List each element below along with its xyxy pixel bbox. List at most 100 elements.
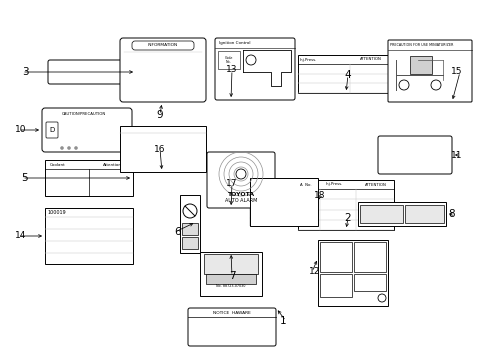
Text: No. 88723-07030: No. 88723-07030 [216, 284, 245, 288]
Bar [62, 129, 102, 134]
Bar [203, 254, 258, 274]
Bar [284, 201, 295, 210]
Bar [261, 218, 272, 226]
Bar [306, 218, 317, 226]
Text: 17: 17 [226, 179, 237, 188]
Text: 100019: 100019 [47, 210, 65, 215]
Bar [45, 160, 133, 196]
Bar [48, 243, 83, 249]
Bar [45, 208, 133, 217]
Bar [306, 185, 317, 193]
Bar [249, 210, 261, 218]
Text: Coolant: Coolant [50, 162, 65, 166]
Bar [126, 56, 187, 61]
Bar [284, 193, 295, 201]
Bar [295, 193, 306, 201]
Bar [182, 237, 198, 249]
Circle shape [74, 146, 78, 150]
Bar [200, 252, 262, 296]
Text: Inj.Press.: Inj.Press. [299, 58, 317, 62]
Text: 18: 18 [314, 192, 325, 201]
Bar [51, 63, 133, 81]
Circle shape [67, 146, 71, 150]
Bar [284, 218, 295, 226]
Bar [409, 56, 431, 74]
Text: Attention: Attention [103, 162, 122, 166]
Bar [295, 218, 306, 226]
Bar [180, 195, 200, 253]
Bar [134, 80, 172, 85]
Bar [62, 120, 114, 125]
Bar [249, 218, 261, 226]
Text: 2: 2 [344, 213, 350, 223]
Bar [249, 193, 261, 201]
Bar [297, 189, 393, 199]
FancyBboxPatch shape [42, 108, 132, 152]
Bar [404, 205, 443, 223]
Bar [284, 185, 295, 193]
Bar [319, 242, 351, 272]
Bar [249, 185, 261, 193]
Bar [297, 55, 393, 93]
Text: Code
No.: Code No. [224, 56, 233, 64]
Bar [48, 231, 98, 237]
Text: ATTENTION: ATTENTION [359, 58, 381, 62]
Bar [126, 64, 176, 69]
Bar [306, 193, 317, 201]
Text: 1: 1 [279, 316, 286, 326]
Bar [295, 201, 306, 210]
Bar [306, 210, 317, 218]
Text: Ignition Control: Ignition Control [219, 41, 250, 45]
Bar [359, 205, 402, 223]
Bar [297, 180, 393, 230]
Text: 11: 11 [450, 150, 462, 159]
Bar [123, 159, 203, 167]
Text: NOTICE  HAWARE: NOTICE HAWARE [213, 310, 250, 315]
FancyBboxPatch shape [132, 41, 194, 50]
Text: CAUTION/PRECAUTION: CAUTION/PRECAUTION [62, 112, 106, 116]
Bar [134, 72, 178, 77]
Bar [261, 185, 272, 193]
Text: 4: 4 [344, 70, 350, 80]
Bar [261, 193, 272, 201]
Text: 6: 6 [174, 227, 181, 237]
Text: PRECAUTION FOR USE MINIATURIZER: PRECAUTION FOR USE MINIATURIZER [389, 43, 452, 47]
Bar [45, 208, 133, 264]
FancyBboxPatch shape [387, 40, 471, 102]
FancyBboxPatch shape [187, 308, 275, 346]
Text: INFORMATION: INFORMATION [147, 44, 178, 48]
Bar [295, 185, 306, 193]
Text: TOYOTA: TOYOTA [227, 192, 254, 197]
Bar [123, 135, 203, 143]
FancyBboxPatch shape [377, 136, 451, 174]
Bar [249, 201, 261, 210]
Bar [249, 178, 317, 226]
Bar [297, 210, 393, 220]
Text: 16: 16 [154, 144, 165, 153]
Text: AUTO ALARM: AUTO ALARM [224, 198, 257, 203]
Text: 3: 3 [21, 67, 28, 77]
Text: 5: 5 [21, 173, 28, 183]
Bar [353, 274, 385, 291]
Bar [48, 219, 108, 225]
Bar [317, 240, 387, 306]
Text: 8: 8 [448, 209, 454, 219]
FancyBboxPatch shape [46, 122, 58, 138]
Text: 13: 13 [226, 66, 237, 75]
Text: 10: 10 [15, 126, 27, 135]
Bar [297, 83, 349, 93]
Text: 7: 7 [228, 271, 235, 281]
FancyBboxPatch shape [215, 38, 294, 100]
Text: A  No.: A No. [299, 183, 311, 186]
FancyBboxPatch shape [206, 152, 274, 208]
Bar [353, 242, 385, 272]
Bar [205, 274, 256, 284]
FancyBboxPatch shape [48, 60, 136, 84]
Bar [389, 52, 469, 99]
Text: 9: 9 [156, 110, 163, 120]
Bar [284, 210, 295, 218]
FancyBboxPatch shape [120, 38, 205, 102]
Bar [382, 160, 446, 172]
Bar [272, 193, 284, 201]
Bar [182, 223, 198, 235]
